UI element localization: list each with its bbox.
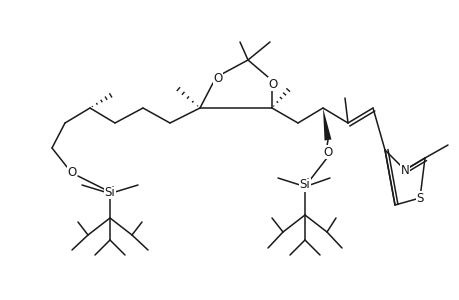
Text: Si: Si [299, 178, 310, 191]
Text: O: O [268, 77, 277, 91]
Text: O: O [213, 71, 222, 85]
Text: N: N [400, 164, 409, 176]
Polygon shape [322, 108, 331, 140]
Text: O: O [323, 146, 332, 158]
Text: O: O [67, 166, 77, 178]
Text: S: S [415, 191, 423, 205]
Text: Si: Si [104, 185, 115, 199]
